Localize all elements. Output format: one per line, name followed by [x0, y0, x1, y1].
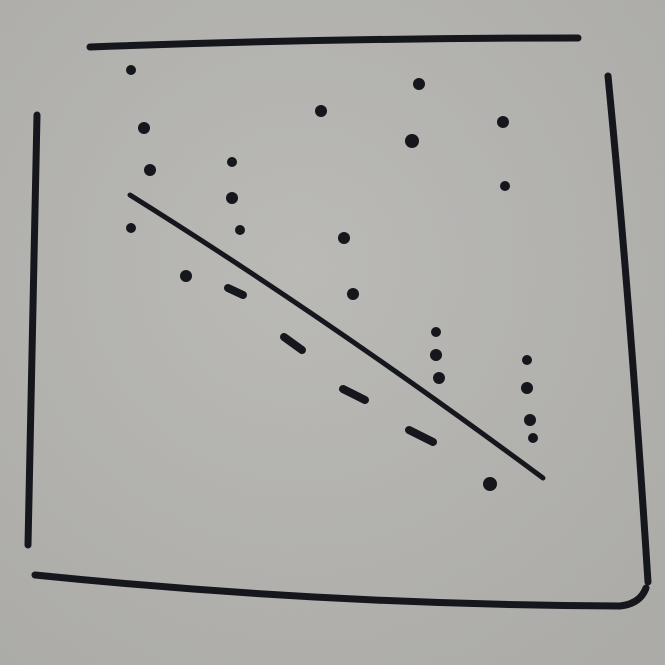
point	[528, 433, 538, 443]
point	[405, 134, 419, 148]
point	[500, 181, 510, 191]
point	[483, 477, 497, 491]
dash	[339, 385, 369, 404]
point	[144, 164, 156, 176]
point	[315, 105, 327, 117]
point	[126, 223, 136, 233]
point	[227, 157, 237, 167]
frame-top	[86, 34, 582, 51]
dash	[405, 426, 437, 446]
point	[347, 288, 359, 300]
point	[433, 372, 445, 384]
points	[126, 65, 538, 491]
frame-right	[604, 72, 652, 586]
point	[235, 225, 245, 235]
frame	[24, 34, 652, 610]
point	[431, 327, 441, 337]
frame-bottom	[31, 571, 650, 610]
point	[226, 192, 238, 204]
dash	[280, 333, 306, 354]
point	[524, 414, 536, 426]
point	[138, 122, 150, 134]
dash-points	[224, 284, 437, 446]
point	[497, 116, 509, 128]
frame-left	[24, 111, 41, 549]
point	[522, 355, 532, 365]
point	[521, 382, 533, 394]
point	[126, 65, 136, 75]
dash	[224, 284, 247, 299]
trend-line	[127, 192, 546, 481]
point	[338, 232, 350, 244]
point	[430, 349, 442, 361]
point	[413, 78, 425, 90]
point	[180, 270, 192, 282]
